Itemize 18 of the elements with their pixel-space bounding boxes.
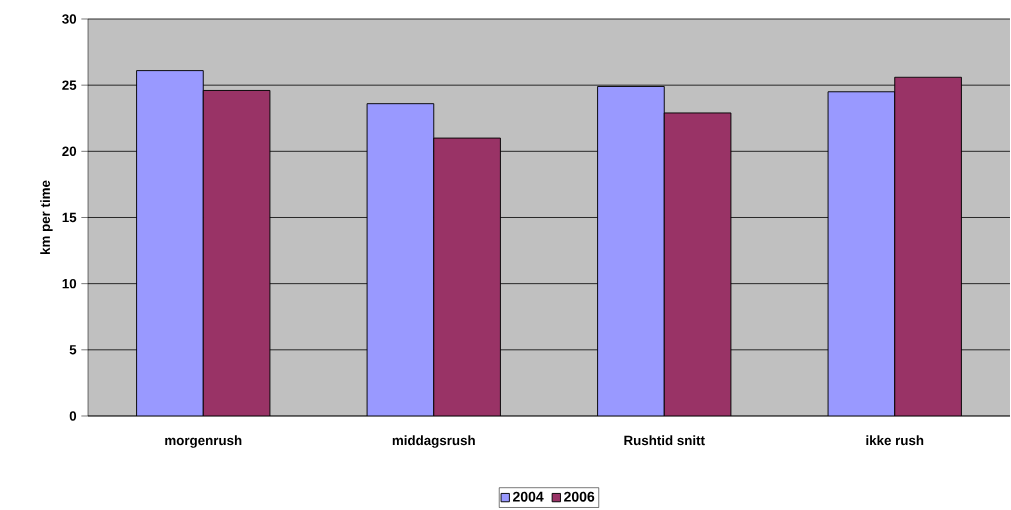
y-tick-label: 30 xyxy=(62,14,77,24)
x-tick-label: morgenrush xyxy=(165,435,242,448)
bar xyxy=(827,91,896,416)
x-tick-label: middagsrush xyxy=(392,435,475,448)
x-tick-label: ikke rush xyxy=(866,435,924,446)
y-tick-label: 10 xyxy=(62,278,77,289)
y-tick-label: 20 xyxy=(62,146,77,157)
legend-label: 2006 xyxy=(564,491,595,502)
y-tick-label: 0 xyxy=(69,411,77,421)
legend-label: 2004 xyxy=(513,491,544,502)
y-tick-label: 15 xyxy=(62,212,77,223)
y-tick-label: 25 xyxy=(62,80,77,90)
y-tick-label: 5 xyxy=(69,345,77,355)
y-axis-title: km per time xyxy=(40,180,53,254)
bar xyxy=(366,103,435,416)
bar xyxy=(136,70,204,416)
x-tick-label: Rushtid snitt xyxy=(624,435,705,446)
bar xyxy=(597,86,665,416)
